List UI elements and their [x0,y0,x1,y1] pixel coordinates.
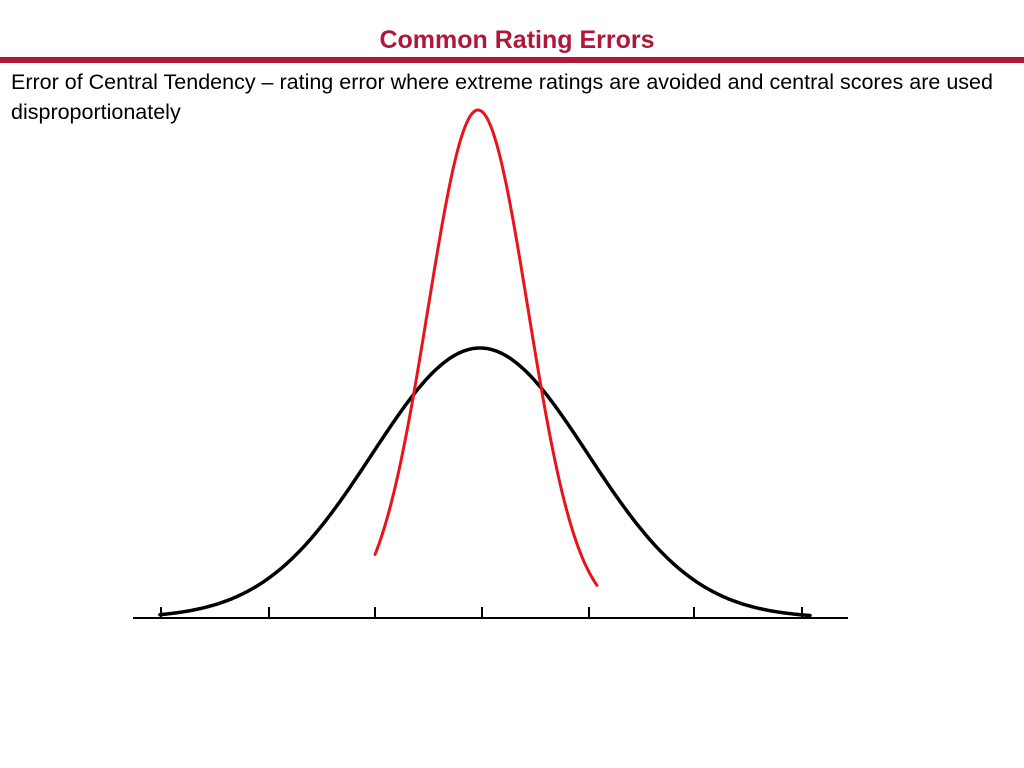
normal-curve [158,346,812,618]
slide-body-text: Error of Central Tendency – rating error… [11,70,993,124]
title-divider [0,57,1024,63]
axis-ticks [160,607,803,618]
slide-title: Common Rating Errors [379,26,655,54]
central-tendency-curve [373,108,599,587]
